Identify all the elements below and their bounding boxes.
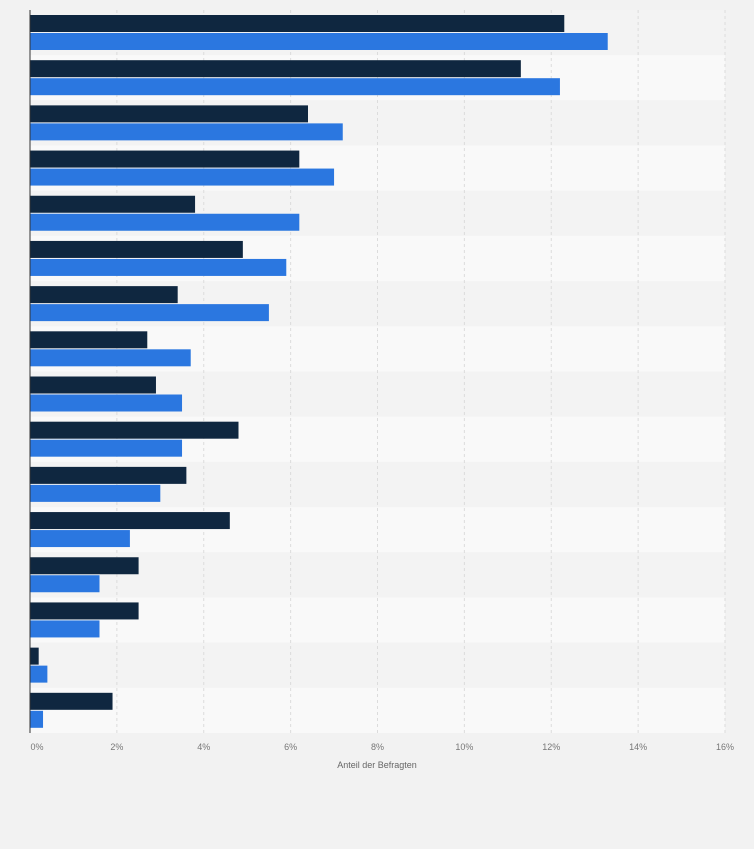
- bar-series-2[interactable]: [30, 620, 100, 638]
- bar-series-1[interactable]: [30, 60, 521, 78]
- bar-series-2[interactable]: [30, 710, 44, 728]
- bar-series-2[interactable]: [30, 575, 100, 593]
- bar-series-2[interactable]: [30, 123, 343, 141]
- x-tick-label: 14%: [629, 742, 647, 752]
- bar-series-2[interactable]: [30, 665, 48, 683]
- bar-series-1[interactable]: [30, 376, 156, 394]
- bar-series-2[interactable]: [30, 530, 130, 548]
- x-tick-label: 16%: [716, 742, 734, 752]
- bar-series-1[interactable]: [30, 15, 565, 32]
- bar-series-1[interactable]: [30, 105, 308, 123]
- bar-series-2[interactable]: [30, 394, 183, 412]
- bar-series-1[interactable]: [30, 466, 187, 484]
- bar-series-2[interactable]: [30, 213, 300, 231]
- bar-series-1[interactable]: [30, 647, 39, 665]
- bar-series-2[interactable]: [30, 168, 335, 186]
- bar-series-1[interactable]: [30, 512, 230, 530]
- bar-series-2[interactable]: [30, 304, 269, 322]
- x-tick-label: 4%: [197, 742, 210, 752]
- x-tick-label: 6%: [284, 742, 297, 752]
- bar-series-1[interactable]: [30, 286, 178, 304]
- bar-series-2[interactable]: [30, 349, 191, 367]
- bar-series-2[interactable]: [30, 33, 608, 50]
- bar-series-2[interactable]: [30, 258, 287, 276]
- x-tick-label: 12%: [542, 742, 560, 752]
- x-axis-label: Anteil der Befragten: [337, 760, 417, 770]
- bar-series-1[interactable]: [30, 240, 243, 258]
- bar-series-2[interactable]: [30, 484, 161, 502]
- x-tick-label: 0%: [30, 742, 43, 752]
- bar-series-2[interactable]: [30, 439, 183, 457]
- bar-series-1[interactable]: [30, 331, 148, 349]
- x-tick-label: 8%: [371, 742, 384, 752]
- bar-series-1[interactable]: [30, 421, 239, 439]
- x-tick-label: 10%: [455, 742, 473, 752]
- bar-series-1[interactable]: [30, 150, 300, 168]
- x-tick-label: 2%: [110, 742, 123, 752]
- bar-series-1[interactable]: [30, 602, 139, 620]
- bar-series-1[interactable]: [30, 195, 196, 213]
- bar-series-1[interactable]: [30, 692, 113, 710]
- bar-series-1[interactable]: [30, 557, 139, 575]
- bar-series-2[interactable]: [30, 78, 560, 96]
